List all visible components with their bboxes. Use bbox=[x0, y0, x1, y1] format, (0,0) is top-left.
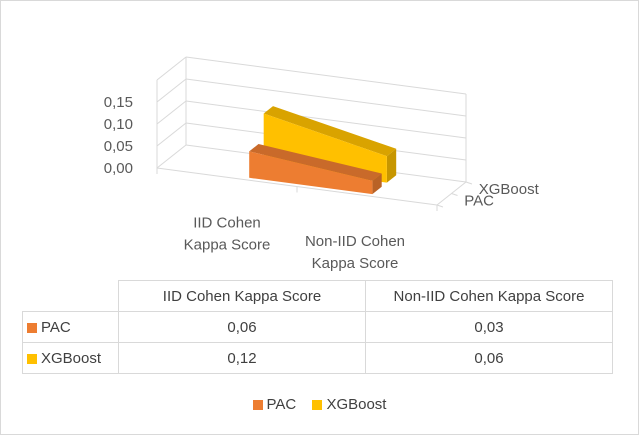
gridline-back bbox=[185, 56, 467, 95]
data-table-cell: 0,06 bbox=[118, 311, 366, 343]
gridlines bbox=[156, 56, 473, 211]
xgboost-legend-key bbox=[27, 353, 37, 364]
depth-tick bbox=[436, 204, 444, 208]
legend-swatch bbox=[252, 400, 263, 410]
y-tick-label: 0,15 bbox=[104, 94, 133, 111]
gridline-back bbox=[185, 78, 467, 117]
bar-series-pac bbox=[249, 144, 382, 195]
gridline-back bbox=[185, 100, 467, 139]
y-tick-label: 0,10 bbox=[104, 116, 133, 133]
data-table-cell: 0,03 bbox=[365, 311, 613, 343]
pac-legend-key bbox=[27, 322, 37, 333]
chart-plot: 0,00 0,05 0,10 0,15 IID Cohen Kappa Score Non… bbox=[104, 56, 540, 272]
depth-category-label: PAC bbox=[464, 192, 494, 209]
legend-swatch bbox=[312, 400, 323, 410]
data-table-row: PAC 0,06 0,03 bbox=[22, 311, 613, 343]
bar-front-face bbox=[249, 151, 373, 195]
y-tick-label: 0,05 bbox=[104, 138, 133, 155]
data-table-row-header: PAC bbox=[22, 311, 119, 343]
depth-category-label: XGBoost bbox=[479, 181, 540, 198]
data-table-cell: 0,12 bbox=[118, 342, 366, 374]
bar-top-face bbox=[249, 144, 382, 181]
data-table-cell: 0,06 bbox=[365, 342, 613, 374]
gridline-side bbox=[156, 144, 187, 169]
gridline-side bbox=[156, 78, 187, 103]
bar-end-face bbox=[372, 173, 382, 195]
data-table-row: XGBoost 0,12 0,06 bbox=[22, 342, 613, 374]
data-table-row-header: XGBoost bbox=[22, 342, 119, 374]
gridline-side bbox=[156, 100, 187, 125]
legend-item-pac: PAC bbox=[252, 396, 296, 413]
legend-item-xgboost: XGBoost bbox=[312, 396, 386, 413]
y-axis-ticks: 0,00 0,05 0,10 0,15 bbox=[104, 94, 133, 177]
depth-tick bbox=[451, 193, 458, 196]
depth-tick bbox=[465, 181, 473, 185]
bar-end-face bbox=[386, 148, 397, 183]
data-table-col-header: IID Cohen Kappa Score bbox=[118, 280, 366, 312]
legend: PAC XGBoost bbox=[0, 396, 639, 413]
data-table-col-header: Non-IID Cohen Kappa Score bbox=[365, 280, 613, 312]
x-category-label: Non-IID Cohen Kappa Score bbox=[305, 233, 405, 272]
data-table: IID Cohen Kappa Score Non-IID Cohen Kapp… bbox=[22, 280, 613, 374]
x-axis-categories: IID Cohen Kappa Score Non-IID Cohen Kappa S… bbox=[184, 214, 405, 272]
bars bbox=[249, 106, 397, 195]
y-tick-label: 0,00 bbox=[104, 160, 133, 177]
data-table-header-row: IID Cohen Kappa Score Non-IID Cohen Kapp… bbox=[22, 280, 613, 312]
gridline-side bbox=[156, 122, 187, 147]
bar-top-face bbox=[263, 106, 397, 157]
x-category-label: IID Cohen Kappa Score bbox=[184, 214, 271, 253]
gridline-side bbox=[156, 56, 187, 81]
